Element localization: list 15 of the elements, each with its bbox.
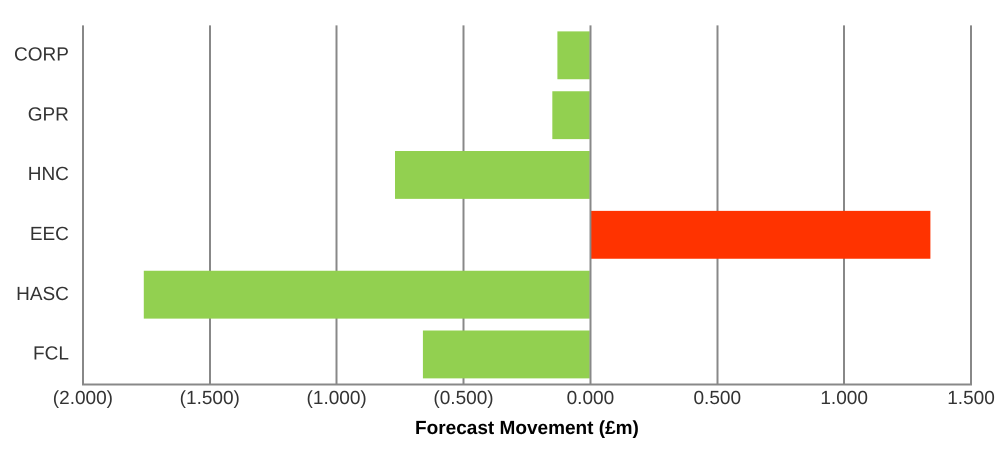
y-tick-label: FCL: [32, 344, 69, 365]
y-tick-label: HASC: [16, 284, 69, 305]
y-tick-label: EEC: [30, 224, 69, 246]
x-tick-label: (0.500): [433, 388, 494, 410]
y-tick-label: HNC: [28, 164, 69, 186]
x-tick-label: (2.000): [52, 388, 113, 410]
y-tick-label: CORP: [14, 44, 69, 66]
x-tick-label: (1.000): [306, 388, 367, 410]
x-tick-label: 1.000: [820, 388, 868, 410]
x-axis-title: Forecast Movement (£m): [415, 418, 639, 439]
x-tick-label: (1.500): [180, 388, 240, 410]
y-tick-label: GPR: [28, 104, 69, 126]
x-tick-label: 0.500: [693, 388, 742, 410]
x-tick-label: 0.000: [566, 388, 614, 410]
x-tick-label: 1.500: [947, 388, 995, 410]
